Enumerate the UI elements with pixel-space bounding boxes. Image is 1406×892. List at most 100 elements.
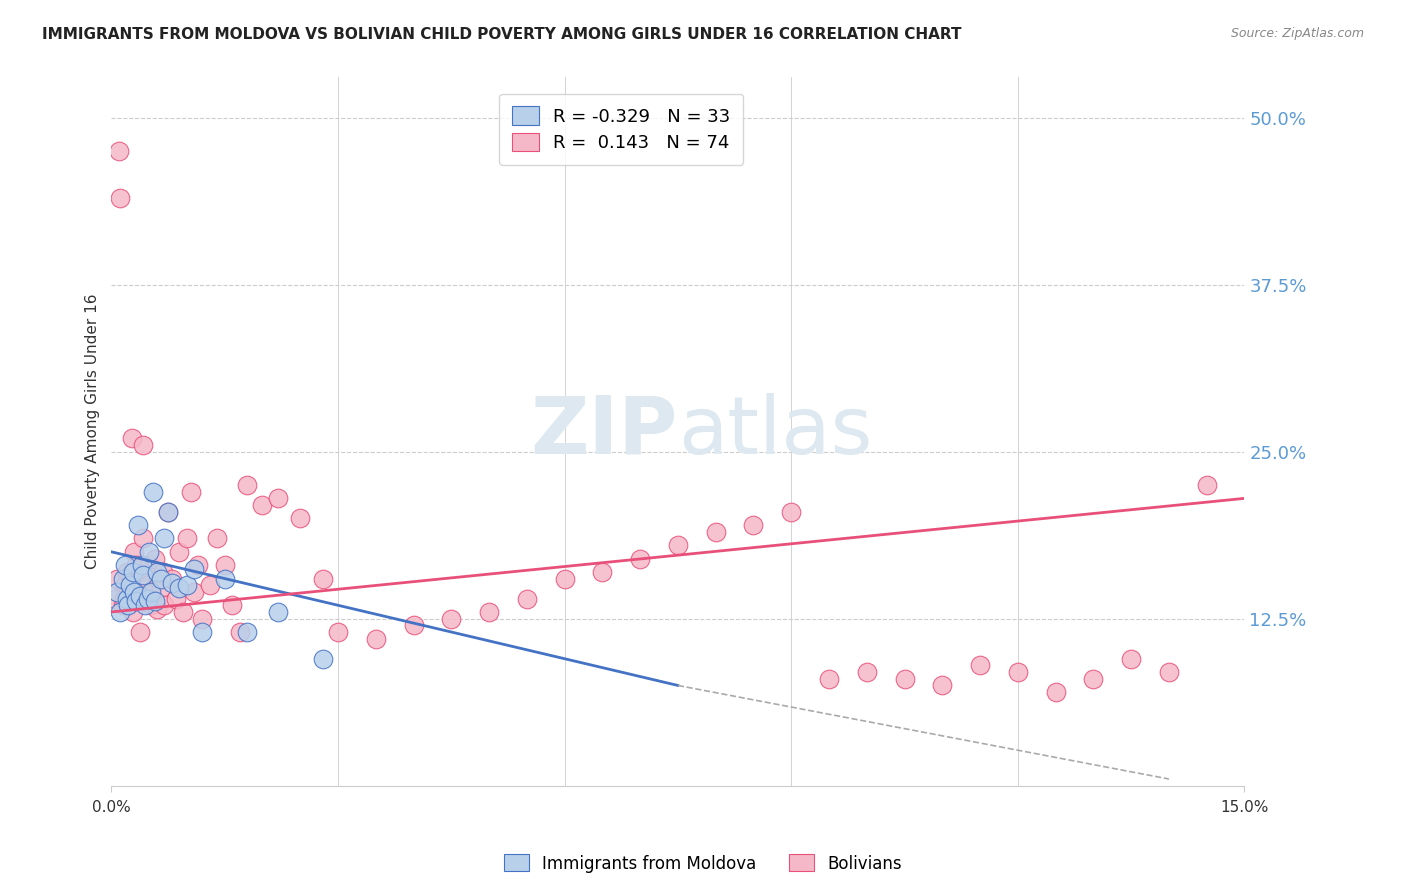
Point <box>554 572 576 586</box>
Point <box>110 191 132 205</box>
Point <box>172 605 194 619</box>
Point <box>131 558 153 573</box>
Point <box>143 594 166 608</box>
Point <box>117 585 139 599</box>
Point <box>120 567 142 582</box>
Point <box>145 602 167 616</box>
Point <box>1083 672 1105 686</box>
Point <box>591 565 613 579</box>
Point <box>114 578 136 592</box>
Point <box>145 565 167 579</box>
Point <box>191 625 214 640</box>
Point <box>969 658 991 673</box>
Point <box>478 605 501 619</box>
Point <box>176 532 198 546</box>
Point <box>236 625 259 640</box>
Point <box>139 585 162 599</box>
Point <box>138 545 160 559</box>
Point <box>142 591 165 606</box>
Point <box>893 672 915 686</box>
Point <box>121 605 143 619</box>
Point <box>169 545 191 559</box>
Point <box>157 505 180 519</box>
Point <box>127 518 149 533</box>
Point <box>124 594 146 608</box>
Point <box>136 591 159 606</box>
Point <box>111 572 134 586</box>
Text: atlas: atlas <box>678 392 872 471</box>
Point <box>1007 665 1029 679</box>
Point <box>149 581 172 595</box>
Point <box>129 589 152 603</box>
Point <box>266 491 288 506</box>
Point <box>780 505 803 519</box>
Point <box>931 678 953 692</box>
Point <box>183 585 205 599</box>
Point <box>112 591 135 606</box>
Point <box>149 572 172 586</box>
Point <box>183 562 205 576</box>
Point <box>628 551 651 566</box>
Point <box>198 578 221 592</box>
Point <box>704 524 727 539</box>
Point <box>205 532 228 546</box>
Point <box>115 565 138 579</box>
Point <box>165 591 187 606</box>
Point <box>111 599 134 613</box>
Point <box>121 431 143 445</box>
Point <box>402 618 425 632</box>
Point <box>290 511 312 525</box>
Point <box>1195 478 1218 492</box>
Point <box>855 665 877 679</box>
Point <box>127 591 149 606</box>
Point <box>160 572 183 586</box>
Point <box>138 558 160 573</box>
Point <box>121 565 143 579</box>
Point <box>153 532 176 546</box>
Point <box>132 438 155 452</box>
Y-axis label: Child Poverty Among Girls Under 16: Child Poverty Among Girls Under 16 <box>86 293 100 569</box>
Point <box>236 478 259 492</box>
Legend: Immigrants from Moldova, Bolivians: Immigrants from Moldova, Bolivians <box>496 847 910 880</box>
Point <box>191 612 214 626</box>
Point <box>107 572 129 586</box>
Point <box>1045 685 1067 699</box>
Point <box>114 558 136 573</box>
Point <box>666 538 689 552</box>
Point <box>152 565 174 579</box>
Point <box>122 585 145 599</box>
Point <box>440 612 463 626</box>
Point <box>115 591 138 606</box>
Point <box>818 672 841 686</box>
Point <box>266 605 288 619</box>
Point <box>221 599 243 613</box>
Point <box>1119 651 1142 665</box>
Point <box>157 505 180 519</box>
Point <box>229 625 252 640</box>
Point <box>364 632 387 646</box>
Point <box>104 591 127 606</box>
Point <box>214 558 236 573</box>
Point <box>134 599 156 613</box>
Point <box>326 625 349 640</box>
Point <box>107 585 129 599</box>
Point <box>110 605 132 619</box>
Point <box>148 572 170 586</box>
Point <box>1157 665 1180 679</box>
Point <box>134 594 156 608</box>
Point <box>312 651 335 665</box>
Point <box>312 572 335 586</box>
Point <box>129 625 152 640</box>
Point <box>143 551 166 566</box>
Point <box>131 572 153 586</box>
Point <box>108 144 131 158</box>
Point <box>214 572 236 586</box>
Legend: R = -0.329   N = 33, R =  0.143   N = 74: R = -0.329 N = 33, R = 0.143 N = 74 <box>499 94 744 165</box>
Point <box>132 532 155 546</box>
Point <box>187 558 209 573</box>
Point <box>117 599 139 613</box>
Point <box>742 518 765 533</box>
Point <box>136 578 159 592</box>
Point <box>516 591 538 606</box>
Text: Source: ZipAtlas.com: Source: ZipAtlas.com <box>1230 27 1364 40</box>
